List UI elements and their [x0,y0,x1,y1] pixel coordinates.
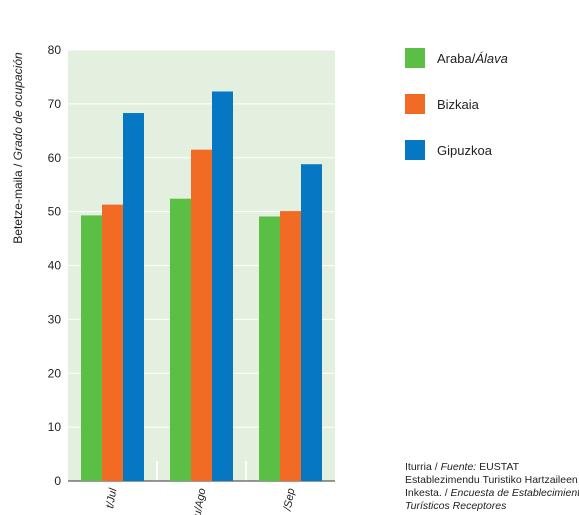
bar [259,216,280,481]
bar [102,204,123,481]
legend-swatch-bizkaia [405,94,425,114]
legend-label-araba-basque: Araba/ [437,50,476,66]
legend: Araba/Álava Bizkaia Gipuzkoa [405,48,508,186]
source-label-basque: Iturria / [405,461,438,473]
y-tick-label: 80 [48,43,62,57]
y-tick-label: 0 [54,474,61,488]
y-tick-label: 30 [48,312,62,326]
bar [191,149,212,481]
y-tick-label: 60 [48,151,62,165]
bar [301,164,322,481]
legend-item-gipuzkoa: Gipuzkoa [405,140,508,160]
y-tick-label: 50 [48,205,62,219]
y-axis-ticks: 0 10 20 30 40 50 60 70 80 [48,43,62,488]
bar [280,211,301,481]
y-axis-label-basque: Betetze-maila [11,170,25,244]
bar [123,113,144,481]
source-org: EUSTAT [479,461,520,473]
source-line-3-spanish: Encuesta de Establecimientos [450,487,579,499]
legend-label-bizkaia: Bizkaia [437,96,479,112]
legend-label-gipuzkoa: Gipuzkoa [437,142,492,158]
bar [170,198,191,481]
x-tick-label: /Sep [282,487,298,512]
source-line-2: Establezimendu Turistiko Hartzaileen [405,474,578,486]
bars [81,91,322,482]
source-line-4-spanish: Turísticos Receptores [405,500,507,512]
x-axis-ticks: t/Jul u/Ago/Sep [104,487,297,515]
x-tick-label: t/Jul [104,487,119,509]
y-tick-label: 20 [48,366,62,380]
legend-swatch-gipuzkoa [405,140,425,160]
source-line-3-basque: Inkesta. / [405,487,448,499]
y-tick-label: 70 [48,97,62,111]
x-tick-label: u/Ago [192,487,209,515]
y-axis-label-spanish: Grado de ocupación [11,52,25,161]
bar [212,91,233,481]
legend-label-araba: Araba/Álava [437,51,508,66]
y-tick-label: 40 [48,259,62,273]
legend-item-araba: Araba/Álava [405,48,508,68]
source-label-spanish: Fuente: [440,461,477,473]
source-note: Iturria / Fuente: EUSTAT Establezimendu … [405,461,579,515]
y-axis-label-separator: / [11,160,25,171]
legend-item-bizkaia: Bizkaia [405,94,508,114]
legend-label-araba-spanish: Álava [475,50,508,66]
legend-swatch-araba [405,48,425,68]
y-tick-label: 10 [48,420,62,434]
bar [81,215,102,482]
